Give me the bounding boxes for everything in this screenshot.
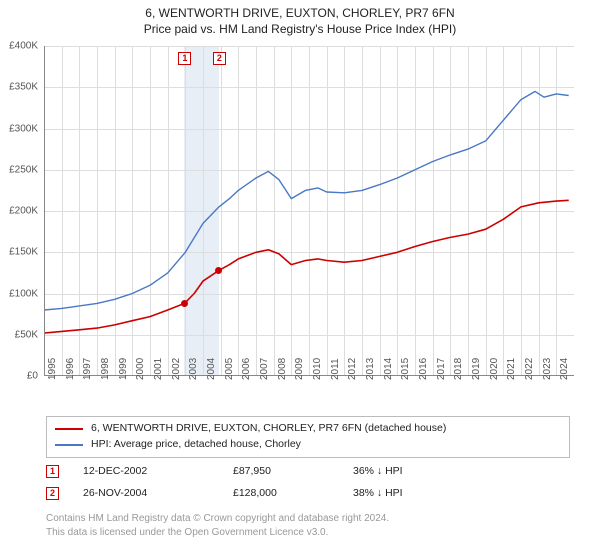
- y-axis-label: £150K: [9, 247, 38, 258]
- legend-label: HPI: Average price, detached house, Chor…: [91, 437, 301, 453]
- x-axis-label: 1996: [65, 358, 76, 380]
- x-axis-label: 2020: [489, 358, 500, 380]
- sales-row-price: £87,950: [233, 465, 353, 477]
- x-axis-label: 2003: [188, 358, 199, 380]
- x-axis-label: 2018: [453, 358, 464, 380]
- y-axis-label: £50K: [15, 329, 38, 340]
- legend-swatch: [55, 444, 83, 446]
- legend-box: 6, WENTWORTH DRIVE, EUXTON, CHORLEY, PR7…: [46, 416, 570, 458]
- x-axis-label: 2007: [259, 358, 270, 380]
- x-axis-label: 2000: [135, 358, 146, 380]
- y-axis-label: £250K: [9, 164, 38, 175]
- x-axis-label: 2009: [294, 358, 305, 380]
- title-line-2: Price paid vs. HM Land Registry's House …: [0, 22, 600, 36]
- x-axis-label: 1998: [100, 358, 111, 380]
- x-axis-label: 2017: [436, 358, 447, 380]
- x-axis-label: 2012: [347, 358, 358, 380]
- x-axis-label: 2015: [400, 358, 411, 380]
- x-axis-label: 2023: [542, 358, 553, 380]
- x-axis-label: 1999: [118, 358, 129, 380]
- attribution-line-1: Contains HM Land Registry data © Crown c…: [46, 512, 570, 526]
- y-axis-label: £300K: [9, 123, 38, 134]
- x-axis-label: 2002: [171, 358, 182, 380]
- sale-marker-label: 2: [213, 52, 226, 65]
- sales-row-marker: 2: [46, 487, 59, 500]
- sales-row-pct: 38% ↓ HPI: [353, 487, 473, 499]
- title-block: 6, WENTWORTH DRIVE, EUXTON, CHORLEY, PR7…: [0, 0, 600, 36]
- attribution-line-2: This data is licensed under the Open Gov…: [46, 526, 570, 540]
- sales-row-price: £128,000: [233, 487, 353, 499]
- x-axis-label: 2010: [312, 358, 323, 380]
- series-line-property: [44, 200, 569, 333]
- legend-row: HPI: Average price, detached house, Chor…: [55, 437, 561, 453]
- x-axis-label: 2022: [524, 358, 535, 380]
- x-axis-label: 2021: [506, 358, 517, 380]
- title-line-1: 6, WENTWORTH DRIVE, EUXTON, CHORLEY, PR7…: [0, 6, 600, 20]
- sales-row-date: 26-NOV-2004: [83, 487, 233, 499]
- x-axis-label: 1997: [82, 358, 93, 380]
- sales-table: 1 12-DEC-2002£87,95036% ↓ HPI 2 26-NOV-2004…: [46, 460, 570, 504]
- y-axis-label: £400K: [9, 41, 38, 52]
- sales-table-row: 2 26-NOV-2004£128,00038% ↓ HPI: [46, 482, 570, 504]
- legend-swatch: [55, 428, 83, 430]
- x-axis-label: 2016: [418, 358, 429, 380]
- y-axis-label: £100K: [9, 288, 38, 299]
- y-axis-label: £0: [27, 371, 38, 382]
- x-axis-label: 1995: [47, 358, 58, 380]
- chart-container: 6, WENTWORTH DRIVE, EUXTON, CHORLEY, PR7…: [0, 0, 600, 560]
- x-axis-label: 2001: [153, 358, 164, 380]
- sale-marker-label: 1: [178, 52, 191, 65]
- legend-row: 6, WENTWORTH DRIVE, EUXTON, CHORLEY, PR7…: [55, 421, 561, 437]
- sales-row-pct: 36% ↓ HPI: [353, 465, 473, 477]
- attribution-text: Contains HM Land Registry data © Crown c…: [46, 512, 570, 539]
- sales-table-row: 1 12-DEC-2002£87,95036% ↓ HPI: [46, 460, 570, 482]
- sales-row-date: 12-DEC-2002: [83, 465, 233, 477]
- y-axis-label: £200K: [9, 206, 38, 217]
- legend-label: 6, WENTWORTH DRIVE, EUXTON, CHORLEY, PR7…: [91, 421, 446, 437]
- x-axis-label: 2024: [559, 358, 570, 380]
- x-axis-label: 2005: [224, 358, 235, 380]
- x-axis-label: 2013: [365, 358, 376, 380]
- x-axis-label: 2014: [383, 358, 394, 380]
- sales-row-marker: 1: [46, 465, 59, 478]
- plot-area: 12: [44, 46, 574, 376]
- series-line-hpi: [44, 91, 569, 310]
- x-axis-label: 2006: [241, 358, 252, 380]
- x-axis-label: 2008: [277, 358, 288, 380]
- chart-area: 12 £0£50K£100K£150K£200K£250K£300K£350K£…: [44, 46, 574, 376]
- x-axis-label: 2011: [330, 358, 341, 380]
- x-axis-label: 2019: [471, 358, 482, 380]
- y-axis-label: £350K: [9, 82, 38, 93]
- line-layer: [44, 46, 574, 376]
- x-axis-label: 2004: [206, 358, 217, 380]
- sale-marker-dot: [181, 300, 188, 307]
